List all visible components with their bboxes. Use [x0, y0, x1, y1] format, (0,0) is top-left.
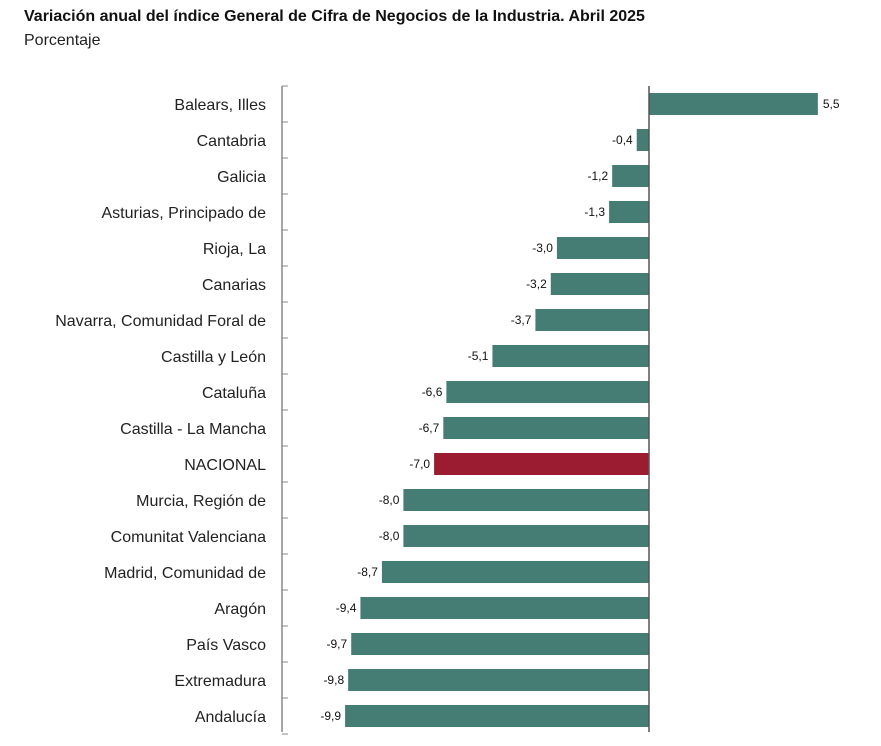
data-label: -1,3 [584, 205, 605, 219]
bar [609, 201, 649, 223]
bar [434, 453, 649, 475]
category-label: Canarias [202, 277, 266, 294]
bar [381, 561, 649, 583]
bar [403, 525, 649, 547]
data-label: -0,4 [612, 133, 633, 147]
data-label: -8,0 [379, 493, 400, 507]
category-label: Castilla - La Mancha [120, 421, 266, 438]
data-label: -9,7 [327, 637, 348, 651]
data-label: -1,2 [587, 169, 608, 183]
category-label: Rioja, La [203, 241, 266, 258]
data-label: -9,8 [323, 673, 344, 687]
data-label: -3,0 [532, 241, 553, 255]
data-label: -7,0 [409, 457, 430, 471]
category-label: Madrid, Comunidad de [104, 565, 266, 582]
category-label: Galicia [217, 169, 266, 186]
bar [535, 309, 649, 331]
category-label: Navarra, Comunidad Foral de [55, 313, 266, 330]
bar [360, 597, 649, 619]
chart-subtitle: Porcentaje [24, 32, 101, 49]
category-label: NACIONAL [184, 457, 266, 474]
chart-title: Variación anual del índice General de Ci… [24, 8, 645, 25]
bar [446, 381, 649, 403]
bar [636, 129, 649, 151]
category-label: Aragón [214, 601, 266, 618]
data-label: -9,4 [336, 601, 357, 615]
bar [403, 489, 649, 511]
category-label: Castilla y León [161, 349, 266, 366]
bar [443, 417, 649, 439]
data-label: -6,7 [419, 421, 440, 435]
category-label: País Vasco [186, 637, 266, 654]
category-label: Andalucía [195, 709, 266, 726]
category-label: Extremadura [174, 673, 266, 690]
category-label: Comunitat Valenciana [111, 529, 266, 546]
data-label: -3,2 [526, 277, 547, 291]
bar [351, 633, 649, 655]
bar [348, 669, 649, 691]
data-label: -5,1 [468, 349, 489, 363]
category-label: Cantabria [197, 133, 266, 150]
bar [550, 273, 649, 295]
category-label: Murcia, Región de [136, 493, 266, 510]
data-label: -3,7 [511, 313, 532, 327]
data-label: -8,7 [357, 565, 378, 579]
category-label: Balears, Illes [174, 97, 266, 114]
data-label: -8,0 [379, 529, 400, 543]
category-label: Cataluña [202, 385, 266, 402]
bar [345, 705, 649, 727]
bar [492, 345, 649, 367]
bar [612, 165, 649, 187]
data-label: 5,5 [823, 97, 840, 111]
data-label: -6,6 [422, 385, 443, 399]
bar [556, 237, 649, 259]
data-label: -9,9 [320, 709, 341, 723]
bar [649, 93, 818, 115]
category-label: Asturias, Principado de [101, 205, 266, 222]
